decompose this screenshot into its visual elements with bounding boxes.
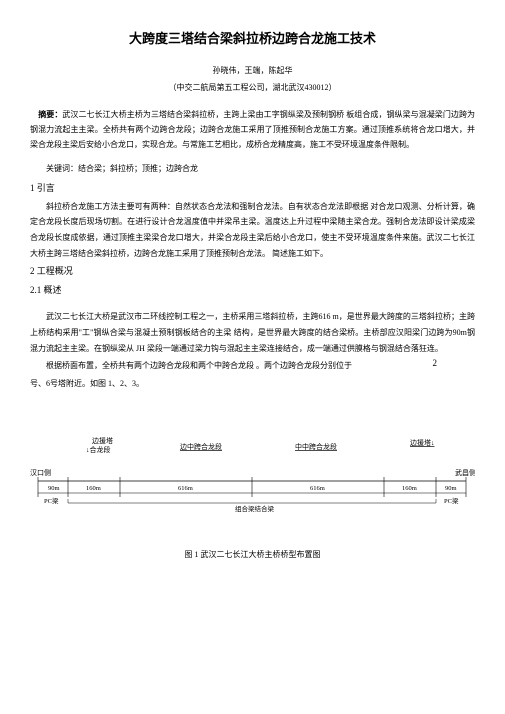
keywords: 关键词：结合梁；斜拉桥；顶推；边跨合龙 xyxy=(30,161,475,176)
diagram-label: 边援塔↓ xyxy=(410,438,435,447)
keywords-label: 关键词： xyxy=(46,164,78,173)
abstract-text: 武汉二七长江大桥主桥为三塔结合梁斜拉桥，主跨上梁由工字钢纵梁及预制钢桥 板组合成… xyxy=(30,110,475,149)
span-label: 616m xyxy=(178,485,193,492)
bottom-label: 组合梁结合梁 xyxy=(235,504,275,513)
section-2-paragraph-1: 武汉二七长江大桥是武汉市二环线控制工程之一，主桥采用三塔斜拉桥，主跨616 m，… xyxy=(30,309,475,356)
section-1-paragraph: 斜拉桥合龙施工方法主要可有两种：自然状态合龙法和强制合龙法。自有状态合龙法即根据… xyxy=(30,199,475,261)
bottom-label: PC梁 xyxy=(44,496,59,505)
diagram-label: 边中跨合龙段 xyxy=(180,442,222,451)
span-label: 160m xyxy=(402,485,417,492)
section-2-paragraph-2a: 根据桥面布置，全桥共有两个边跨合龙段和两个中跨合龙段 。两个边跨合龙段分别位于 xyxy=(30,358,475,374)
span-label: 90m xyxy=(445,485,457,492)
span-label: 616m xyxy=(310,485,325,492)
bottom-label: PC梁 xyxy=(444,496,459,505)
paper-title: 大跨度三塔结合梁斜拉桥边跨合龙施工技术 xyxy=(30,28,475,47)
section-2-paragraph-2b: 号、6号塔附近。如图 1、2、3。 xyxy=(30,376,475,392)
span-label: 90m xyxy=(48,485,60,492)
span-label: 160m xyxy=(86,485,101,492)
affiliation: （中交二航局第五工程公司，湖北武汉430012） xyxy=(30,82,475,93)
diagram-label: 边援塔 xyxy=(92,436,113,445)
diagram-side-right: 武昌侧 xyxy=(455,468,475,477)
figure-1-caption: 图 1 武汉二七长江大桥主桥桥型布置图 xyxy=(30,549,475,560)
abstract: 摘要：武汉二七长江大桥主桥为三塔结合梁斜拉桥，主跨上梁由工字钢纵梁及预制钢桥 板… xyxy=(30,107,475,153)
page-number: 2 xyxy=(433,358,438,368)
section-2-1-heading: 2.1 概述 xyxy=(30,282,475,299)
diagram-side-left: 汉口侧 xyxy=(30,468,51,477)
abstract-label: 摘要： xyxy=(38,110,62,119)
authors: 孙晓伟，王端，陈起华 xyxy=(30,65,475,76)
bridge-diagram: 边援塔 ↓合龙段 边中跨合龙段 中中跨合龙段 边援塔↓ 汉口侧 武昌侧 90m … xyxy=(30,433,475,533)
section-2-heading: 2 工程概况 xyxy=(30,263,475,280)
diagram-label: 中中跨合龙段 xyxy=(295,442,337,451)
keywords-text: 结合梁；斜拉桥；顶推；边跨合龙 xyxy=(78,164,198,173)
section-1-heading: 1 引言 xyxy=(30,180,475,197)
diagram-label: ↓合龙段 xyxy=(86,445,111,454)
